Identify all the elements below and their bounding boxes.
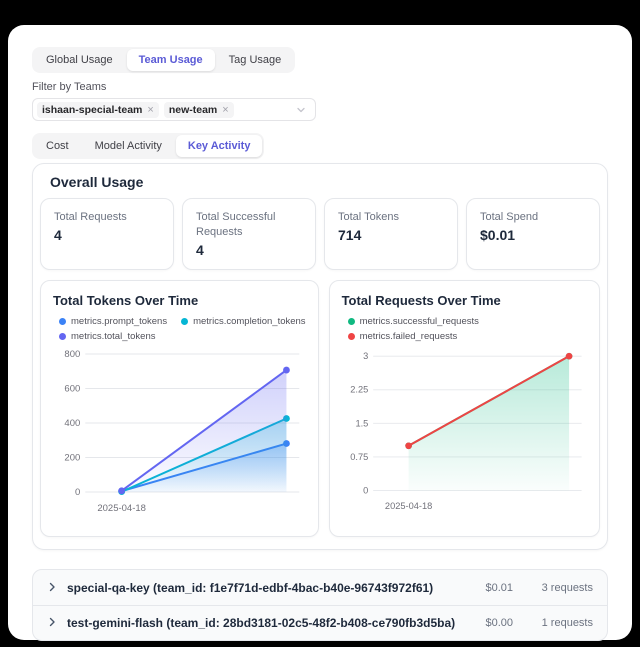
chart-title: Total Tokens Over Time — [53, 293, 199, 308]
svg-text:400: 400 — [64, 418, 80, 429]
key-title: test-gemini-flash (team_id: 28bd3181-02c… — [67, 616, 456, 630]
legend-dot-icon — [347, 318, 355, 325]
stat-value: 714 — [338, 226, 362, 243]
svg-text:1.5: 1.5 — [355, 418, 368, 428]
chart-card-total-tokens-over-time: Total Tokens Over Time metrics.prompt_tok… — [40, 280, 319, 537]
stat-card-total-requests: Total Requests 4 — [40, 198, 174, 270]
stat-value: $0.01 — [480, 226, 516, 243]
legend-label: metrics.prompt_tokens — [71, 316, 168, 327]
legend-dot-icon — [59, 318, 66, 325]
legend-label: metrics.total_tokens — [71, 331, 156, 342]
svg-text:2025-04-18: 2025-04-18 — [384, 501, 431, 511]
usage-scope-tabs: Global Usage Team Usage Tag Usage — [32, 47, 296, 73]
tab-team-usage[interactable]: Team Usage — [126, 49, 215, 71]
key-spend: $0.01 — [485, 581, 513, 594]
stat-label: Total Tokens — [338, 211, 399, 223]
team-tag-label: ishaan-special-team — [42, 103, 143, 116]
remove-tag-icon[interactable]: × — [147, 103, 154, 116]
chart-title: Total Requests Over Time — [341, 293, 501, 308]
key-request-count: 1 requests — [541, 617, 593, 629]
chevron-right-icon[interactable] — [47, 579, 57, 597]
legend-label: metrics.successful_requests — [359, 316, 479, 327]
stat-card-total-spend: Total Spend $0.01 — [466, 198, 600, 270]
legend-dot-icon — [347, 333, 355, 340]
tab-tag-usage[interactable]: Tag Usage — [228, 54, 282, 66]
tab-model-activity[interactable]: Model Activity — [94, 140, 162, 152]
remove-tag-icon[interactable]: × — [222, 103, 229, 116]
overall-usage-card: Overall Usage Total Requests 4 Total Succe… — [32, 163, 608, 550]
legend-item-metrics-prompt-tokens: metrics.prompt_tokens — [59, 316, 167, 327]
svg-text:2.25: 2.25 — [350, 385, 368, 395]
main-panel: Global Usage Team Usage Tag Usage Filter b… — [8, 25, 632, 641]
key-row-special-qa-key[interactable]: special-qa-key (team_id: f1e7f71d-edbf-4… — [33, 570, 607, 605]
tab-cost[interactable]: Cost — [46, 140, 69, 152]
svg-text:0: 0 — [75, 487, 80, 498]
keys-list: special-qa-key (team_id: f1e7f71d-edbf-4… — [32, 569, 608, 641]
team-filter-select[interactable]: ishaan-special-team × new-team × — [32, 98, 316, 121]
legend-item-metrics-failed-requests: metrics.failed_requests — [347, 331, 458, 342]
legend-item-metrics-total-tokens: metrics.total_tokens — [59, 331, 155, 342]
stat-card-total-tokens: Total Tokens 714 — [324, 198, 458, 270]
legend-item-metrics-successful-requests: metrics.successful_requests — [347, 316, 479, 327]
filter-by-teams-label: Filter by Teams — [32, 81, 107, 93]
svg-text:600: 600 — [64, 384, 80, 395]
team-tag-ishaan-special-team[interactable]: ishaan-special-team × — [37, 101, 159, 118]
charts-grid: Total Tokens Over Time metrics.prompt_tok… — [40, 280, 600, 537]
team-tag-new-team[interactable]: new-team × — [163, 101, 234, 118]
stat-label: Total Successful Requests — [196, 211, 276, 238]
svg-text:800: 800 — [64, 349, 80, 360]
team-tag-label: new-team — [168, 103, 218, 116]
legend-dot-icon — [59, 333, 66, 340]
chart-legend: metrics.successful_requests metrics.faile… — [347, 316, 587, 342]
svg-text:0: 0 — [363, 485, 368, 495]
svg-text:200: 200 — [64, 453, 80, 464]
chart-plot-total-tokens-over-time: 0 200 400 600 800 2025-04-18 — [64, 349, 300, 514]
legend-row: metrics.prompt_tokens metrics.completion_… — [59, 316, 306, 327]
key-title: special-qa-key (team_id: f1e7f71d-edbf-4… — [67, 580, 434, 595]
stat-card-total-successful-requests: Total Successful Requests 4 — [182, 198, 316, 270]
stat-value: 4 — [54, 226, 62, 243]
svg-text:3: 3 — [363, 351, 368, 361]
stat-label: Total Requests — [54, 211, 127, 223]
legend-label: metrics.failed_requests — [359, 331, 458, 342]
chevron-down-icon[interactable] — [295, 104, 307, 116]
legend-row: metrics.successful_requests — [347, 316, 587, 327]
chart-legend: metrics.prompt_tokens metrics.completion_… — [59, 316, 306, 342]
legend-label: metrics.completion_tokens — [193, 316, 306, 327]
stat-value: 4 — [196, 241, 204, 258]
chart-plot-total-requests-over-time: 0 0.75 1.5 2.25 3 2025-04-18 — [350, 351, 582, 511]
svg-text:2025-04-18: 2025-04-18 — [97, 503, 146, 514]
legend-row: metrics.failed_requests — [347, 331, 587, 342]
legend-dot-icon — [181, 318, 189, 325]
key-row-test-gemini-flash[interactable]: test-gemini-flash (team_id: 28bd3181-02c… — [33, 605, 607, 640]
key-spend: $0.00 — [485, 617, 513, 629]
tab-key-activity[interactable]: Key Activity — [175, 135, 263, 157]
tab-global-usage[interactable]: Global Usage — [46, 54, 113, 66]
activity-tabs: Cost Model Activity Key Activity — [32, 133, 265, 159]
key-request-count: 3 requests — [541, 581, 593, 594]
stats-grid: Total Requests 4 Total Successful Requests… — [40, 198, 600, 270]
overall-usage-title: Overall Usage — [50, 174, 144, 190]
svg-text:0.75: 0.75 — [350, 452, 368, 462]
legend-item-metrics-completion-tokens: metrics.completion_tokens — [181, 316, 306, 327]
chart-card-total-requests-over-time: Total Requests Over Time metrics.successf… — [328, 280, 600, 537]
legend-row: metrics.total_tokens — [59, 331, 306, 342]
stat-label: Total Spend — [480, 211, 539, 223]
chevron-right-icon[interactable] — [47, 614, 57, 632]
